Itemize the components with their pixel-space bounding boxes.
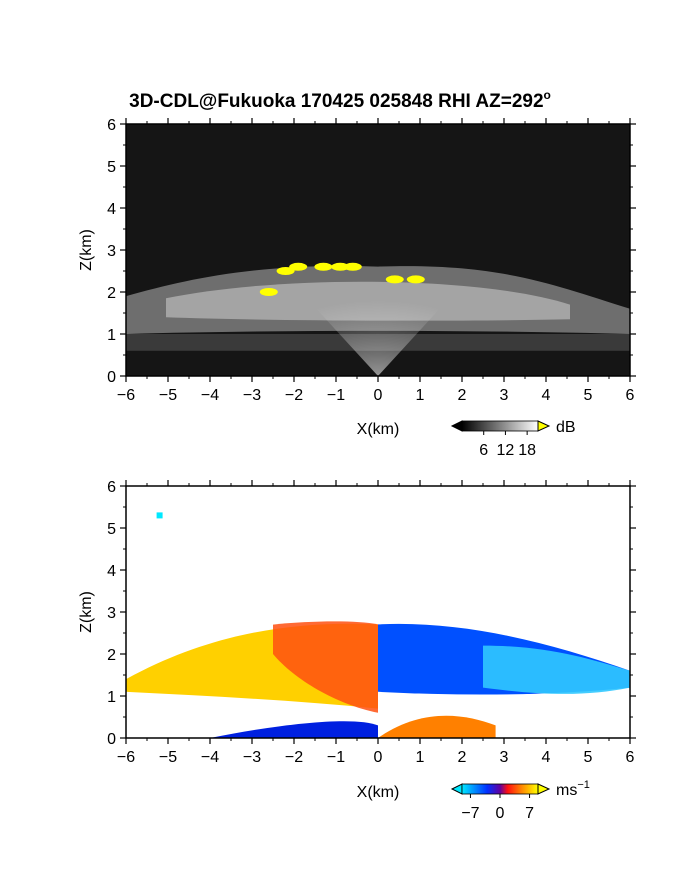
backscatter-x-tick-label: 3	[500, 387, 509, 404]
velocity-x-tick-label: 0	[374, 749, 383, 766]
backscatter-colorbar-high-triangle	[537, 420, 551, 432]
velocity-y-tick-label: 3	[107, 605, 116, 622]
high-value-patch	[331, 262, 350, 271]
velocity-panel: −6 −5 −4 −3 −2 −1 0 1 2 3 4 5 6 0 1 2 3 4 5 6 X(km) Z(km) −…	[78, 479, 636, 822]
velocity-colorbar-ticks: −7 0 7	[461, 794, 534, 822]
velocity-colorbar: −7 0 7 ms−1	[450, 779, 590, 822]
backscatter-x-tick-label: 1	[416, 387, 425, 404]
backscatter-x-tick-label: −2	[285, 387, 303, 404]
backscatter-x-tick-label: 4	[542, 387, 551, 404]
backscatter-y-axis-label: Z(km)	[78, 229, 95, 271]
velocity-x-tick-label: 1	[416, 749, 425, 766]
backscatter-x-axis-label: X(km)	[357, 421, 400, 438]
high-value-patch	[406, 275, 425, 284]
velocity-colorbar-high-triangle	[537, 783, 551, 795]
high-value-patch	[289, 262, 308, 271]
backscatter-colorbar: 6 12 18 dB	[450, 419, 576, 459]
backscatter-x-tick-label: −3	[243, 387, 261, 404]
velocity-colorbar-low-triangle	[450, 783, 463, 795]
high-value-patch	[343, 262, 362, 271]
velocity-x-tick-label: 3	[500, 749, 509, 766]
isolated-point	[156, 512, 163, 519]
backscatter-y-tick-label: 5	[107, 159, 116, 176]
backscatter-y-tick-label: 4	[107, 201, 116, 218]
backscatter-colorbar-unit: dB	[556, 419, 576, 436]
velocity-x-tick-label: −6	[117, 749, 135, 766]
backscatter-x-tick-label: 0	[374, 387, 383, 404]
backscatter-x-tick-label: 2	[458, 387, 467, 404]
velocity-x-tick-label: 5	[584, 749, 593, 766]
lower-positive-region	[378, 715, 496, 738]
velocity-x-tick-label: −5	[159, 749, 177, 766]
backscatter-y-tick-label: 1	[107, 327, 116, 344]
backscatter-y-tick-label: 0	[107, 369, 116, 386]
backscatter-colorbar-low-triangle	[450, 420, 463, 432]
colorbar-tick-label: 7	[525, 805, 534, 822]
backscatter-y-tick-label: 3	[107, 243, 116, 260]
velocity-y-tick-label: 0	[107, 731, 116, 748]
backscatter-colorbar-ticks: 6 12 18	[479, 431, 536, 459]
backscatter-axes: −6 −5 −4 −3 −2 −1 0 1 2 3 4 5 6 0 1 2 3 4 5 6	[107, 117, 636, 404]
velocity-y-tick-label: 1	[107, 689, 116, 706]
velocity-x-tick-label: −1	[327, 749, 345, 766]
colorbar-tick-label: 18	[518, 442, 536, 459]
velocity-x-tick-label: −3	[243, 749, 261, 766]
degree-superscript: o	[544, 88, 551, 102]
backscatter-y-tick-label: 6	[107, 117, 116, 134]
backscatter-x-tick-label: −4	[201, 387, 219, 404]
velocity-field	[126, 512, 630, 738]
scan-fan	[285, 275, 471, 376]
velocity-x-axis-label: X(km)	[357, 784, 400, 801]
lower-negative-region	[210, 721, 378, 738]
backscatter-high-values	[259, 262, 425, 296]
backscatter-x-tick-label: 5	[584, 387, 593, 404]
velocity-y-tick-label: 5	[107, 521, 116, 538]
backscatter-colorbar-scale	[461, 420, 539, 432]
velocity-y-tick-label: 6	[107, 479, 116, 496]
velocity-axes: −6 −5 −4 −3 −2 −1 0 1 2 3 4 5 6 0 1 2 3 4 5 6	[107, 479, 636, 766]
velocity-x-tick-label: 2	[458, 749, 467, 766]
velocity-x-tick-label: 4	[542, 749, 551, 766]
velocity-y-tick-label: 2	[107, 647, 116, 664]
high-value-patch	[259, 288, 278, 296]
high-value-patch	[276, 267, 295, 275]
velocity-x-tick-label: 6	[626, 749, 635, 766]
colorbar-tick-label: 0	[496, 805, 505, 822]
backscatter-x-tick-label: −5	[159, 387, 177, 404]
high-value-patch	[385, 275, 404, 284]
colorbar-tick-label: 6	[479, 442, 488, 459]
backscatter-x-tick-label: 6	[626, 387, 635, 404]
backscatter-x-tick-label: −1	[327, 387, 345, 404]
positive-velocity-core	[273, 621, 378, 713]
backscatter-x-tick-label: −6	[117, 387, 135, 404]
velocity-x-tick-label: −4	[201, 749, 219, 766]
backscatter-y-tick-label: 2	[107, 285, 116, 302]
velocity-y-axis-label: Z(km)	[78, 591, 95, 633]
colorbar-tick-label: −7	[461, 805, 479, 822]
velocity-colorbar-scale	[461, 783, 539, 795]
velocity-unit-exponent: −1	[577, 779, 590, 791]
high-value-patch	[314, 262, 333, 271]
velocity-colorbar-unit: ms−1	[556, 779, 590, 799]
negative-velocity-outer	[483, 645, 630, 694]
velocity-x-tick-label: −2	[285, 749, 303, 766]
figure-title: 3D-CDL@Fukuoka 170425 025848 RHI AZ=292o	[129, 88, 551, 112]
velocity-y-tick-label: 4	[107, 563, 116, 580]
colorbar-tick-label: 12	[497, 442, 515, 459]
